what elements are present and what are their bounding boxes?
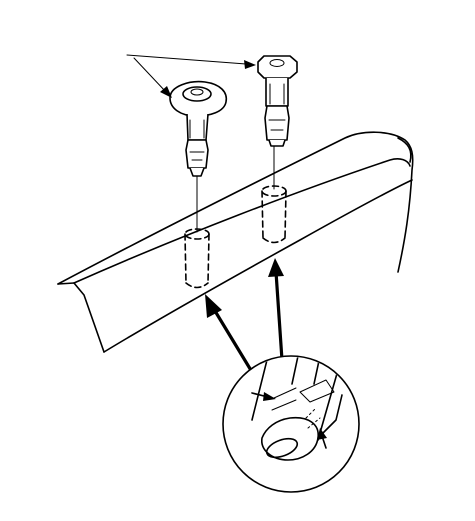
clip-right-head [257,55,298,79]
clip-right-square [257,55,298,147]
panel-left-bevel [73,282,105,353]
panel-front-edge [73,158,411,284]
mounting-hole-right [261,185,287,244]
detail-circle [222,355,360,493]
trim-panel [57,131,414,353]
panel-left-cut [57,282,75,285]
panel-bottom-edge [103,179,413,353]
clip-right-shaft-lower [264,105,290,141]
clip-left-rounded [169,80,228,177]
panel-top-inner-edge [397,137,412,163]
clip-right-shaft-upper [265,78,289,107]
mounting-hole-left [184,228,210,289]
panel-top-edge [57,131,414,285]
callout-arrows [126,54,256,98]
clip-left-shaft-lower [185,139,209,169]
detail-view [222,355,360,493]
detail-pointer-arrows [205,258,284,374]
